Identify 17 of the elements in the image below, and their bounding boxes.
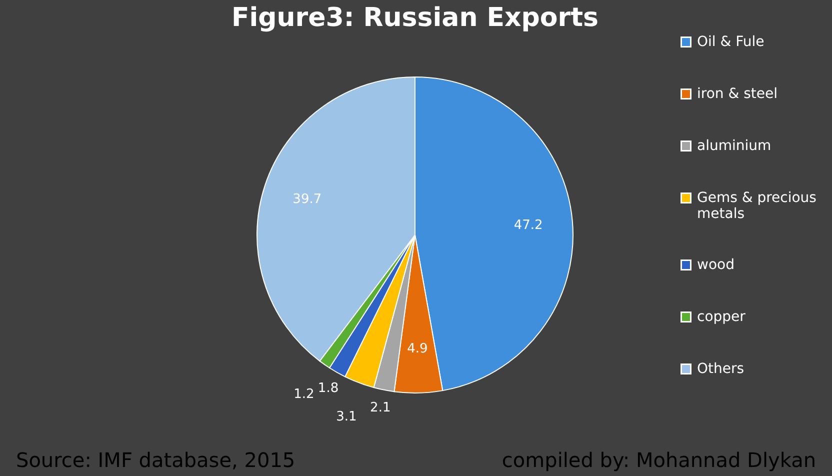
data-label: 4.9 [407,342,428,357]
text: compiled by: Mohannad Dlykan [502,448,816,472]
data-label: 3.1 [336,409,357,424]
legend-label: copper [697,309,746,325]
legend-label: wood [697,257,734,273]
legend-label: Oil & Fule [697,34,764,50]
legend-label: aluminium [697,138,772,154]
data-label: 47.2 [514,218,543,234]
legend-label: Others [697,361,744,377]
legend-label: iron & steel [697,86,778,102]
chart-title: Figure3: Russian Exports [231,3,599,33]
data-label: 2.1 [370,400,391,416]
data-label: 1.8 [318,381,339,396]
data-label: 39.7 [292,192,322,207]
data-label: 1.2 [294,387,314,402]
legend-label: Gems & precious metals [697,190,816,222]
source-note: Source: IMF database, 2015 [16,448,296,472]
